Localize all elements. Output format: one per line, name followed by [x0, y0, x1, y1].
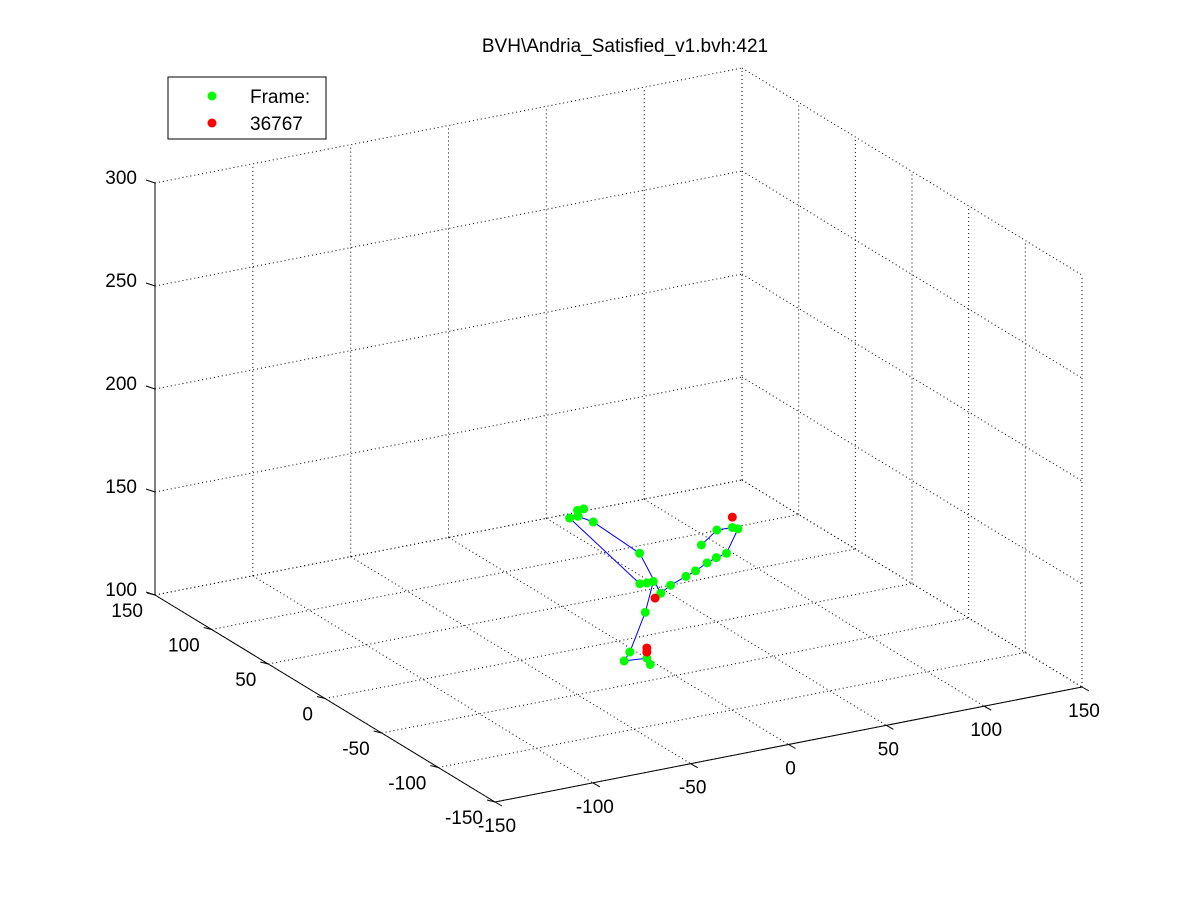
data-point — [721, 548, 731, 558]
y-tick-mark — [486, 799, 496, 803]
data-point — [565, 513, 575, 523]
axes — [145, 179, 1090, 807]
grid-line — [324, 583, 913, 699]
data-point — [666, 580, 676, 590]
z-tick-mark — [145, 282, 156, 287]
x-tick-label: 0 — [785, 759, 796, 780]
z-tick-label: 300 — [105, 168, 137, 189]
z-tick-mark — [145, 591, 156, 596]
x-tick-label: -50 — [679, 778, 706, 799]
data-point — [642, 647, 652, 657]
grid-line — [741, 376, 1083, 585]
skeleton-lines — [569, 508, 739, 665]
data-point — [702, 558, 712, 568]
z-tick-label: 250 — [105, 271, 137, 292]
bone-line — [629, 612, 646, 653]
y-tick-label: 100 — [168, 636, 200, 657]
grid-line — [448, 537, 789, 745]
z-tick-mark — [145, 179, 156, 184]
grid-line — [381, 617, 969, 734]
legend-label: 36767 — [250, 114, 303, 135]
x-tick-label: 100 — [970, 720, 1002, 741]
data-point — [711, 553, 721, 563]
data-point — [648, 577, 658, 586]
data-point — [645, 659, 655, 669]
data-points — [565, 504, 743, 669]
z-tick-mark — [145, 488, 156, 493]
x-tick-mark — [690, 763, 698, 769]
grid-line — [154, 273, 743, 390]
bone-line — [569, 517, 641, 585]
data-point — [588, 517, 598, 527]
y-tick-label: 50 — [235, 670, 256, 691]
bone-line — [639, 553, 662, 594]
bone-line — [644, 581, 654, 613]
y-tick-label: -100 — [388, 774, 426, 795]
y-tick-label: 150 — [111, 601, 143, 622]
data-point — [712, 525, 722, 535]
legend-marker — [207, 91, 217, 101]
data-point — [681, 571, 691, 581]
data-point — [635, 579, 645, 589]
x-tick-mark — [592, 782, 601, 788]
data-point — [619, 656, 629, 666]
grid-line — [211, 514, 799, 630]
y-tick-mark — [373, 730, 382, 734]
chart-title: BVH\Andria_Satisfied_v1.bvh:421 — [482, 36, 768, 57]
grid-line — [438, 652, 1026, 768]
legend-box — [167, 76, 327, 140]
x-tick-mark — [494, 801, 503, 807]
x-tick-mark — [886, 724, 894, 730]
data-point — [573, 511, 583, 521]
data-point — [625, 647, 635, 657]
x-tick-label: -100 — [576, 797, 614, 818]
x-tick-mark — [788, 744, 796, 749]
data-point — [579, 504, 589, 514]
data-point — [691, 566, 701, 576]
y-tick-mark — [203, 627, 212, 630]
grid-line — [154, 376, 743, 493]
legend-label: Frame: — [250, 87, 310, 108]
y-tick-label: 0 — [302, 705, 313, 726]
x-tick-label: 150 — [1068, 701, 1100, 722]
data-point — [696, 540, 706, 550]
y-tick-mark — [316, 696, 326, 699]
bone-line — [725, 528, 739, 554]
grid-line — [546, 517, 887, 726]
z-tick-mark — [145, 385, 156, 390]
grid-line — [741, 273, 1083, 482]
y-tick-label: -50 — [342, 739, 369, 760]
data-point — [727, 512, 737, 522]
grid-lines — [154, 67, 1083, 803]
tick-labels: -150-100-50050100150-150-100-50050100150… — [105, 168, 1100, 837]
x-tick-label: 50 — [878, 739, 899, 760]
data-point — [733, 524, 743, 534]
x-tick-mark — [983, 705, 992, 711]
data-point — [635, 548, 645, 558]
grid-line — [643, 498, 985, 707]
x-tick-mark — [1081, 686, 1090, 692]
bone-line — [592, 521, 640, 554]
grid-line — [252, 575, 594, 784]
data-point — [650, 593, 660, 603]
grid-line — [741, 67, 1083, 276]
data-point — [640, 607, 650, 617]
y-tick-label: -150 — [445, 808, 483, 829]
z-tick-label: 200 — [105, 374, 137, 395]
z-tick-label: 150 — [105, 477, 137, 498]
legend: Frame: 36767 — [167, 76, 327, 140]
y-tick-mark — [430, 765, 439, 768]
x-tick-label: -150 — [478, 816, 516, 837]
z-tick-label: 100 — [105, 580, 137, 601]
y-tick-mark — [260, 661, 269, 665]
legend-marker — [207, 118, 217, 128]
